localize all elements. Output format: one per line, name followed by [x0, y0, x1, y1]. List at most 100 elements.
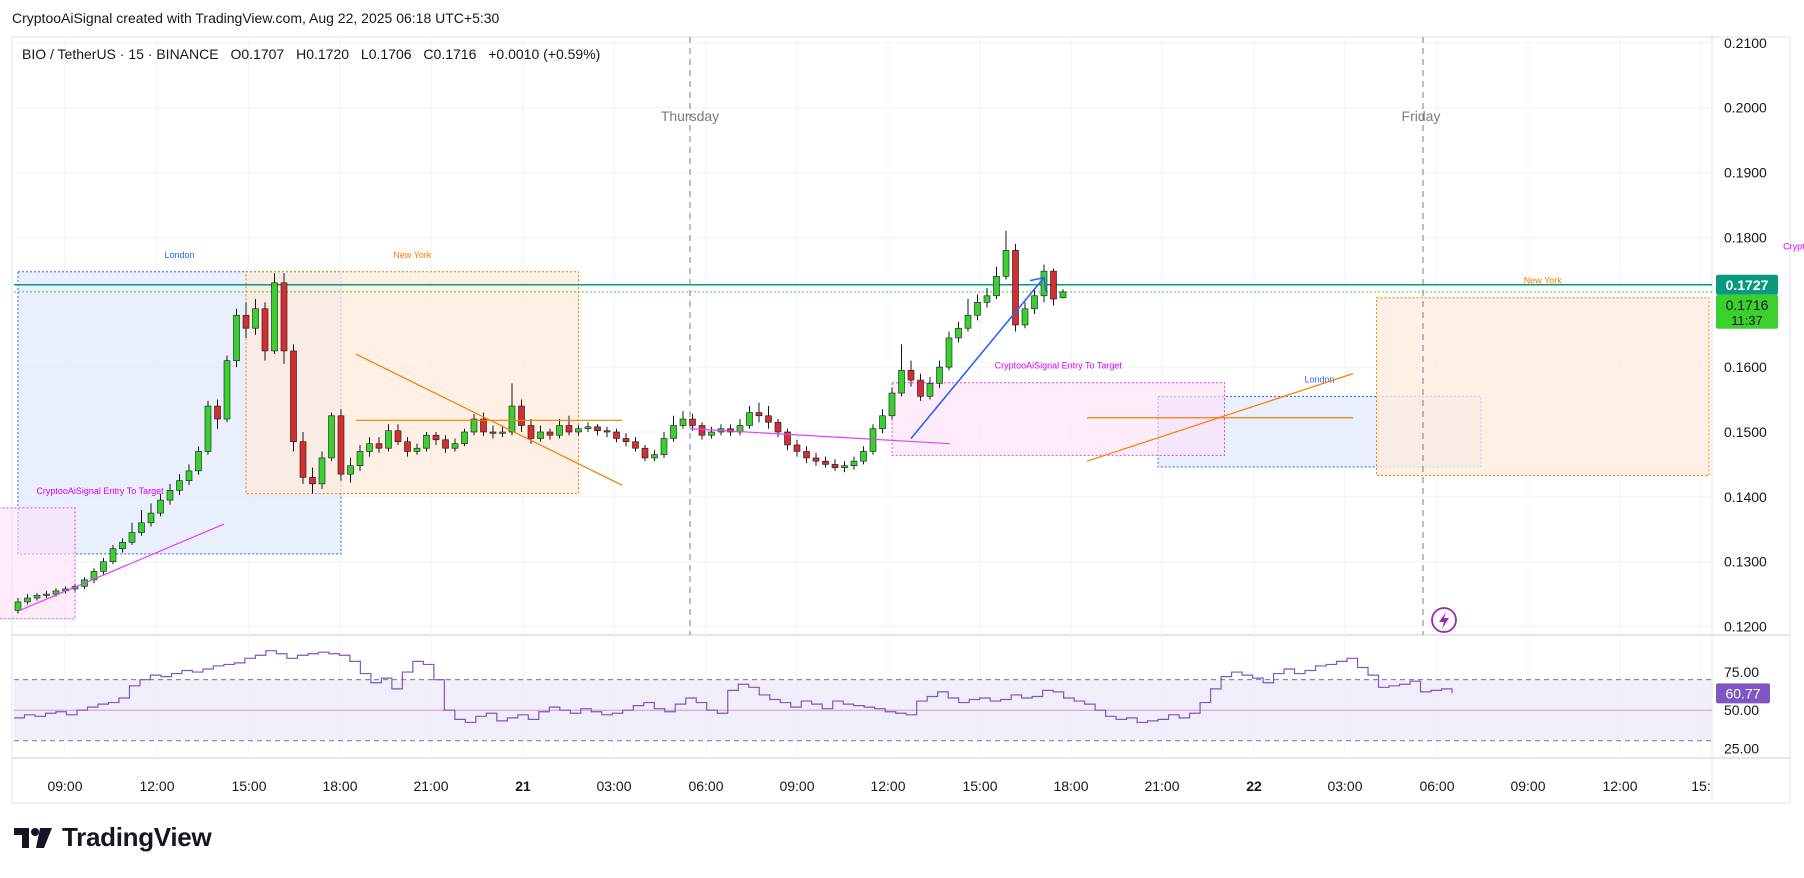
candle-up: [926, 383, 934, 397]
price-tick-label: 0.2000: [1724, 100, 1767, 116]
price-tick-label: 0.1800: [1724, 229, 1767, 245]
candle-up: [1059, 291, 1067, 299]
signal-label: CryptooAiSignal Entry To Target: [36, 486, 164, 496]
candle-up: [869, 428, 877, 452]
signal-box: [0, 507, 76, 620]
time-tick-label: 09:00: [47, 778, 82, 794]
time-tick-label: 15:00: [231, 778, 266, 794]
candle-down: [280, 282, 288, 352]
candlestick-series: [14, 230, 1067, 614]
symbol-legend[interactable]: BIO / TetherUS · 15 · BINANCE O0.1707 H0…: [22, 46, 600, 62]
candle-down: [622, 438, 630, 443]
level-lines: [14, 284, 1712, 293]
candle-up: [328, 415, 335, 459]
london-session-label: London: [164, 250, 194, 260]
candle-up: [223, 360, 231, 420]
candle-up: [52, 590, 60, 595]
candle-up: [24, 597, 31, 603]
time-tick-label: 21:00: [1144, 778, 1179, 794]
time-tick-label: 03:00: [596, 778, 631, 794]
candle-up: [898, 370, 905, 394]
day-separators: Thursday Friday: [661, 37, 1440, 635]
price-tick-label: 0.1300: [1724, 554, 1767, 570]
candle-down: [641, 447, 649, 459]
candle-up: [271, 282, 278, 352]
candle-down: [546, 431, 554, 436]
signal-trend-line: [689, 428, 951, 445]
candle-down: [299, 441, 307, 478]
london-session-label: London: [1304, 374, 1334, 384]
candle-up: [888, 392, 896, 417]
signal-box: [891, 382, 1225, 456]
symbol-name[interactable]: BIO / TetherUS · 15 · BINANCE: [22, 46, 219, 62]
candle-down: [603, 430, 611, 433]
price-tick-label: 0.1500: [1724, 424, 1767, 440]
last-price-label: 0.1716: [1726, 297, 1769, 313]
signal-trend-line: [19, 523, 225, 611]
candle-up: [347, 465, 354, 475]
candle-up: [936, 366, 943, 384]
candle-up: [470, 418, 478, 433]
candle-up: [679, 418, 687, 426]
candle-down: [765, 415, 772, 423]
candle-up: [318, 457, 326, 485]
candle-down: [214, 405, 221, 420]
candle-up: [157, 499, 164, 514]
candle-up: [1021, 308, 1029, 326]
candle-down: [755, 412, 763, 417]
price-tick-label: 0.2100: [1724, 35, 1767, 51]
time-tick-label: 06:00: [688, 778, 723, 794]
candle-down: [784, 431, 791, 446]
candle-up: [575, 428, 582, 433]
price-tick-label: 0.1900: [1724, 165, 1767, 181]
candle-down: [812, 457, 820, 462]
level-price-label-bg: [1716, 274, 1778, 295]
rsi-value-label: 60.77: [1725, 685, 1760, 701]
price-tick-label: 0.1200: [1724, 619, 1767, 635]
replay-icon[interactable]: [1431, 607, 1457, 633]
candle-down: [527, 425, 535, 439]
tradingview-logo[interactable]: TradingView: [14, 822, 212, 853]
candle-up: [508, 405, 516, 433]
tradingview-wordmark: TradingView: [62, 822, 212, 852]
time-tick-label: 21: [515, 778, 531, 794]
candle-up: [109, 548, 117, 563]
candle-down: [698, 425, 706, 436]
replay-icon-bolt[interactable]: [1439, 612, 1449, 629]
candle-down: [689, 418, 696, 426]
ohlc-low: L0.1706: [361, 46, 412, 62]
candle-down: [565, 425, 573, 433]
candle-up: [879, 415, 886, 430]
candle-up: [233, 314, 240, 361]
attribution-text: CryptooAiSignal created with TradingView…: [12, 10, 500, 26]
candle-up: [385, 430, 392, 449]
candle-up: [195, 451, 202, 472]
rsi-tick-label: 25.00: [1724, 740, 1759, 756]
projection-arrow-head: [1029, 276, 1047, 292]
time-tick-label: 18:00: [322, 778, 357, 794]
candle-up: [993, 276, 1000, 297]
rsi-pane: [14, 650, 1712, 742]
candle-up: [204, 405, 212, 452]
candle-up: [499, 431, 506, 434]
candle-up: [660, 438, 668, 455]
candle-down: [337, 415, 345, 475]
candle-up: [670, 425, 677, 439]
axes: 0.2100 0.2000 0.1900 0.1800 0.1600 0.1500 0.14…: [47, 35, 1778, 794]
candle-up: [185, 470, 193, 481]
candle-up: [708, 431, 715, 436]
time-tick-label: 09:00: [779, 778, 814, 794]
rsi-value-label-bg: [1716, 683, 1770, 704]
candle-down: [442, 439, 449, 449]
candle-down: [404, 441, 411, 452]
candle-up: [138, 522, 145, 533]
candle-up: [841, 465, 848, 468]
newyork-session-box: [1376, 297, 1710, 476]
newyork-session-label: New York: [393, 250, 432, 260]
newyork-trend-line: [355, 353, 623, 486]
candle-up: [100, 561, 107, 572]
candle-up: [945, 337, 953, 368]
time-tick-label: 15:00: [962, 778, 997, 794]
candle-up: [413, 447, 421, 452]
